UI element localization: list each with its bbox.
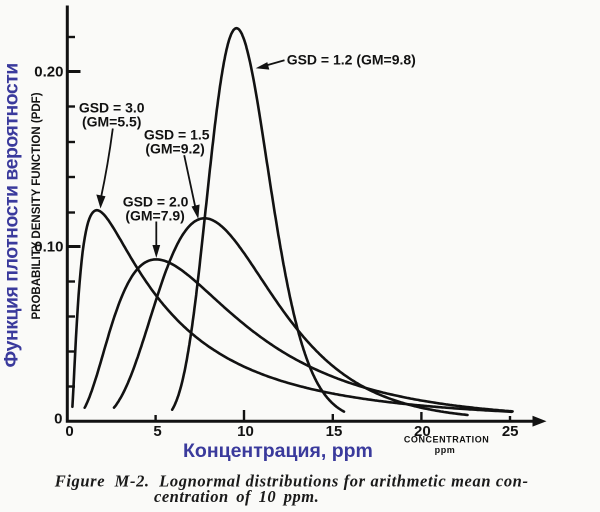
svg-text:15: 15 <box>326 423 343 440</box>
svg-text:(GM=7.9): (GM=7.9) <box>125 208 185 224</box>
svg-text:GSD = 1.2 (GM=9.8): GSD = 1.2 (GM=9.8) <box>287 52 416 68</box>
svg-text:10: 10 <box>237 423 254 440</box>
svg-text:ppm: ppm <box>435 445 456 455</box>
svg-text:Функция плотности вероятности: Функция плотности вероятности <box>1 63 23 367</box>
svg-text:GSD = 1.5: GSD = 1.5 <box>144 127 210 143</box>
svg-text:GSD = 2.0: GSD = 2.0 <box>123 194 189 210</box>
svg-text:0: 0 <box>65 423 73 440</box>
svg-text:Концентрация, ppm: Концентрация, ppm <box>183 440 373 462</box>
svg-text:Figure M-2. Lognormal distri: Figure M-2. Lognormal distributions for … <box>54 472 529 491</box>
svg-text:GSD = 3.0: GSD = 3.0 <box>79 100 145 116</box>
svg-text:5: 5 <box>153 423 161 440</box>
svg-text:(GM=9.2): (GM=9.2) <box>145 141 205 157</box>
svg-text:(GM=5.5): (GM=5.5) <box>82 114 142 130</box>
svg-text:0.10: 0.10 <box>34 239 63 256</box>
svg-text:centration of 10 ppm.: centration of 10 ppm. <box>154 487 319 506</box>
svg-text:25: 25 <box>502 423 519 440</box>
svg-text:CONCENTRATION: CONCENTRATION <box>404 435 489 445</box>
svg-text:20: 20 <box>414 423 431 440</box>
svg-text:PROBABILITY DENSITY FUNCTION (: PROBABILITY DENSITY FUNCTION (PDF) <box>31 92 43 319</box>
svg-text:0: 0 <box>54 410 62 427</box>
svg-text:0.20: 0.20 <box>34 64 63 81</box>
